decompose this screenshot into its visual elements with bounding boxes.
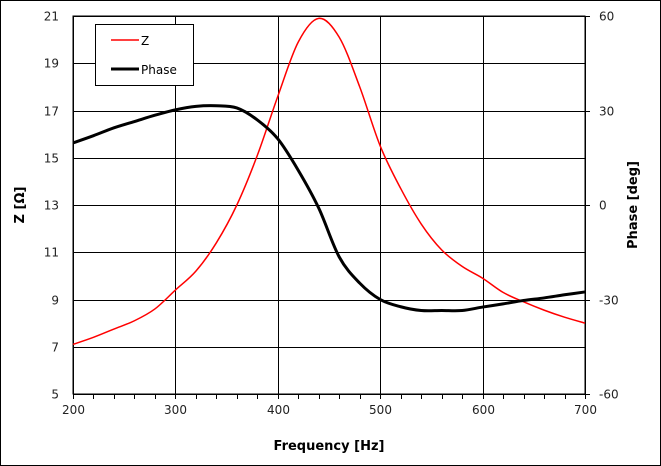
y-tick-label: 11 (44, 246, 59, 260)
legend-label-z: Z (141, 34, 149, 48)
y-axis-title: Z [Ω] (13, 187, 28, 224)
y2-tick-label: 30 (599, 105, 614, 119)
x-tick-label: 300 (164, 403, 187, 417)
y-tick-label: 21 (44, 10, 59, 24)
series-line-phase (72, 104, 586, 313)
legend-label-phase: Phase (141, 63, 177, 77)
y-tick-label: 7 (51, 341, 59, 355)
y2-axis-title: Phase [deg] (626, 161, 641, 249)
y-tick-label: 19 (44, 57, 59, 71)
x-tick-label: 600 (472, 403, 495, 417)
y2-tick-label: -30 (599, 294, 619, 308)
y-tick-label: 5 (51, 388, 59, 402)
x-tick-label: 400 (267, 403, 290, 417)
y2-tick-label: 0 (599, 199, 607, 213)
legend: Z Phase (95, 24, 194, 86)
y2-tick-label: -60 (599, 388, 619, 402)
x-axis-title: Frequency [Hz] (274, 439, 385, 454)
y-tick-label: 17 (44, 105, 59, 119)
tick-labels: 5 7 9 11 13 15 17 19 21 200 300 400 500 600 700-60 -30 0… (44, 10, 619, 418)
y2-tick-label: 60 (599, 10, 614, 24)
x-tick-label: 700 (574, 403, 597, 417)
series-group (72, 17, 586, 346)
series-line-z (72, 17, 586, 346)
y-tick-label: 9 (51, 294, 59, 308)
y-tick-label: 15 (44, 152, 59, 166)
y-tick-label: 13 (44, 199, 59, 213)
x-tick-label: 500 (369, 403, 392, 417)
x-tick-label: 200 (62, 403, 85, 417)
legend-box (95, 24, 194, 86)
